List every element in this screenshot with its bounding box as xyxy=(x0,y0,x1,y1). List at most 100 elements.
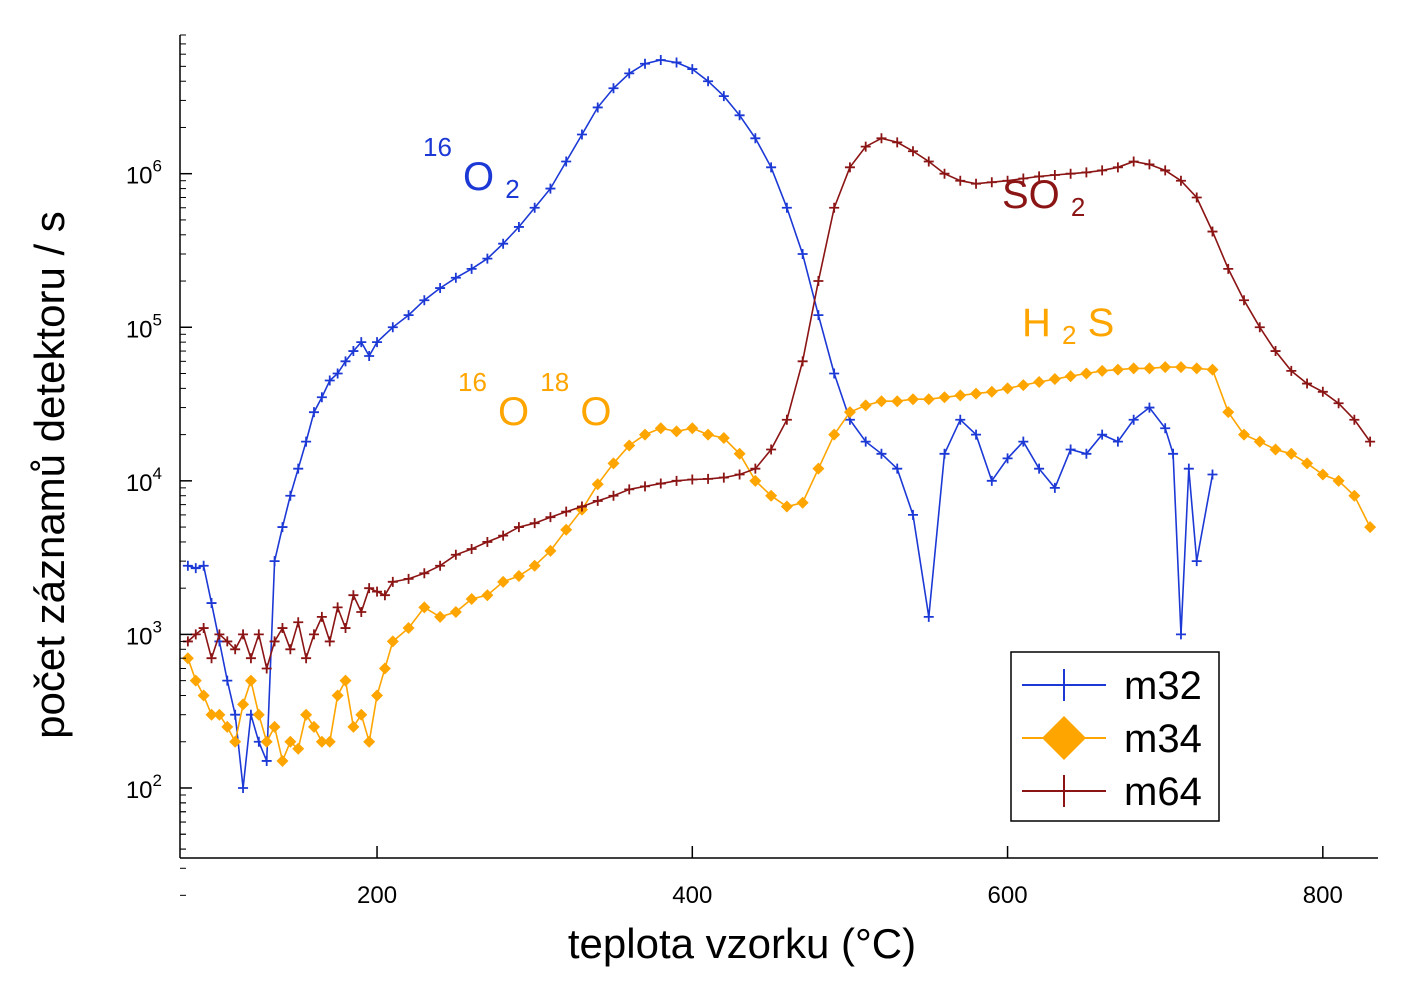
point-m34-54 xyxy=(828,428,841,441)
y-tick-label-6: 106 xyxy=(126,157,162,190)
point-m34-51 xyxy=(780,500,793,513)
point-m34-71 xyxy=(1096,364,1109,377)
point-m64-43 xyxy=(655,478,666,489)
point-m32-47 xyxy=(734,110,745,121)
point-m64-60 xyxy=(923,156,934,167)
point-m64-1 xyxy=(190,629,201,640)
point-m64-20 xyxy=(340,623,351,634)
point-m64-87 xyxy=(1349,414,1360,425)
point-m34-55 xyxy=(843,406,856,419)
point-m64-26 xyxy=(387,576,398,587)
point-m34-84 xyxy=(1301,457,1314,470)
point-m32-60 xyxy=(939,448,950,459)
point-m32-14 xyxy=(293,463,304,474)
point-m64-74 xyxy=(1144,159,1155,170)
point-m64-5 xyxy=(222,636,233,647)
point-m64-64 xyxy=(986,177,997,188)
point-m34-20 xyxy=(339,674,352,687)
point-m34-49 xyxy=(749,474,762,487)
annotations-layer: 16 O 2 SO 2 H 2 S 16 O 18 O xyxy=(423,132,1114,434)
point-m34-83 xyxy=(1285,447,1298,460)
point-m32-57 xyxy=(892,463,903,474)
annotation-so2: SO 2 xyxy=(1002,173,1085,222)
point-m34-24 xyxy=(371,689,384,702)
x-tick-label-600: 600 xyxy=(988,882,1028,909)
point-m34-72 xyxy=(1111,363,1124,376)
point-m64-30 xyxy=(450,549,461,560)
point-m34-80 xyxy=(1238,428,1251,441)
point-m34-52 xyxy=(796,496,809,509)
point-m34-69 xyxy=(1064,370,1077,383)
point-m64-50 xyxy=(766,444,777,455)
annotation-16o18o-base: O xyxy=(498,390,529,434)
point-m32-18 xyxy=(324,375,335,386)
point-m64-40 xyxy=(608,490,619,501)
point-m64-59 xyxy=(907,146,918,157)
point-m34-7 xyxy=(237,698,250,711)
point-m32-48 xyxy=(750,133,761,144)
point-m32-40 xyxy=(624,68,635,79)
y-axis-title: počet záznamů detektoru / s xyxy=(26,211,73,739)
point-m32-24 xyxy=(372,337,383,348)
point-m32-70 xyxy=(1097,429,1108,440)
point-m34-21 xyxy=(347,720,360,733)
point-m34-12 xyxy=(276,754,289,767)
point-m34-58 xyxy=(891,395,904,408)
point-m64-24 xyxy=(372,586,383,597)
point-m34-87 xyxy=(1348,489,1361,502)
point-m64-19 xyxy=(332,602,343,613)
point-m32-75 xyxy=(1168,448,1179,459)
point-m64-35 xyxy=(529,518,540,529)
point-m64-32 xyxy=(482,536,493,547)
point-m34-25 xyxy=(378,662,391,675)
annotation-so2-sub: 2 xyxy=(1071,192,1085,222)
point-m32-17 xyxy=(316,392,327,403)
point-m64-27 xyxy=(403,573,414,584)
point-m64-77 xyxy=(1191,192,1202,203)
point-m32-52 xyxy=(813,310,824,321)
point-m64-31 xyxy=(466,543,477,554)
point-m32-59 xyxy=(923,611,934,622)
legend-item-m64: m64 xyxy=(1022,770,1202,814)
y-tick-label-4: 104 xyxy=(126,464,162,497)
point-m64-85 xyxy=(1317,386,1328,397)
point-m64-69 xyxy=(1065,168,1076,179)
point-m64-15 xyxy=(301,653,312,664)
point-m32-10 xyxy=(261,755,272,766)
point-m34-67 xyxy=(1033,376,1046,389)
point-m32-39 xyxy=(608,83,619,94)
point-m64-16 xyxy=(308,629,319,640)
point-m64-4 xyxy=(214,629,225,640)
point-m32-58 xyxy=(907,509,918,520)
point-m34-53 xyxy=(812,462,825,475)
point-m64-63 xyxy=(971,178,982,189)
point-m34-23 xyxy=(363,735,376,748)
point-m34-81 xyxy=(1253,435,1266,448)
point-m64-57 xyxy=(876,133,887,144)
point-m34-43 xyxy=(654,422,667,435)
point-m34-48 xyxy=(733,447,746,460)
point-m32-23 xyxy=(364,350,375,361)
point-m32-30 xyxy=(466,263,477,274)
annotation-16o2-sup: 16 xyxy=(423,132,452,162)
point-m34-68 xyxy=(1048,373,1061,386)
annotation-16o18o-tail: O xyxy=(580,390,611,434)
point-m32-43 xyxy=(671,57,682,68)
point-m32-25 xyxy=(387,322,398,333)
point-m32-66 xyxy=(1034,463,1045,474)
point-m64-47 xyxy=(718,472,729,483)
point-m64-6 xyxy=(230,644,241,655)
point-m64-37 xyxy=(561,506,572,517)
point-m32-36 xyxy=(561,156,572,167)
point-m32-2 xyxy=(198,560,209,571)
point-m64-21 xyxy=(348,590,359,601)
point-m34-28 xyxy=(418,601,431,614)
series-line-m32 xyxy=(187,59,1214,789)
point-m64-62 xyxy=(955,175,966,186)
point-m34-85 xyxy=(1316,468,1329,481)
x-tick-label-400: 400 xyxy=(672,882,712,909)
point-m34-59 xyxy=(906,393,919,406)
point-m34-73 xyxy=(1127,362,1140,375)
point-m32-7 xyxy=(238,782,249,793)
point-m34-50 xyxy=(765,489,778,502)
